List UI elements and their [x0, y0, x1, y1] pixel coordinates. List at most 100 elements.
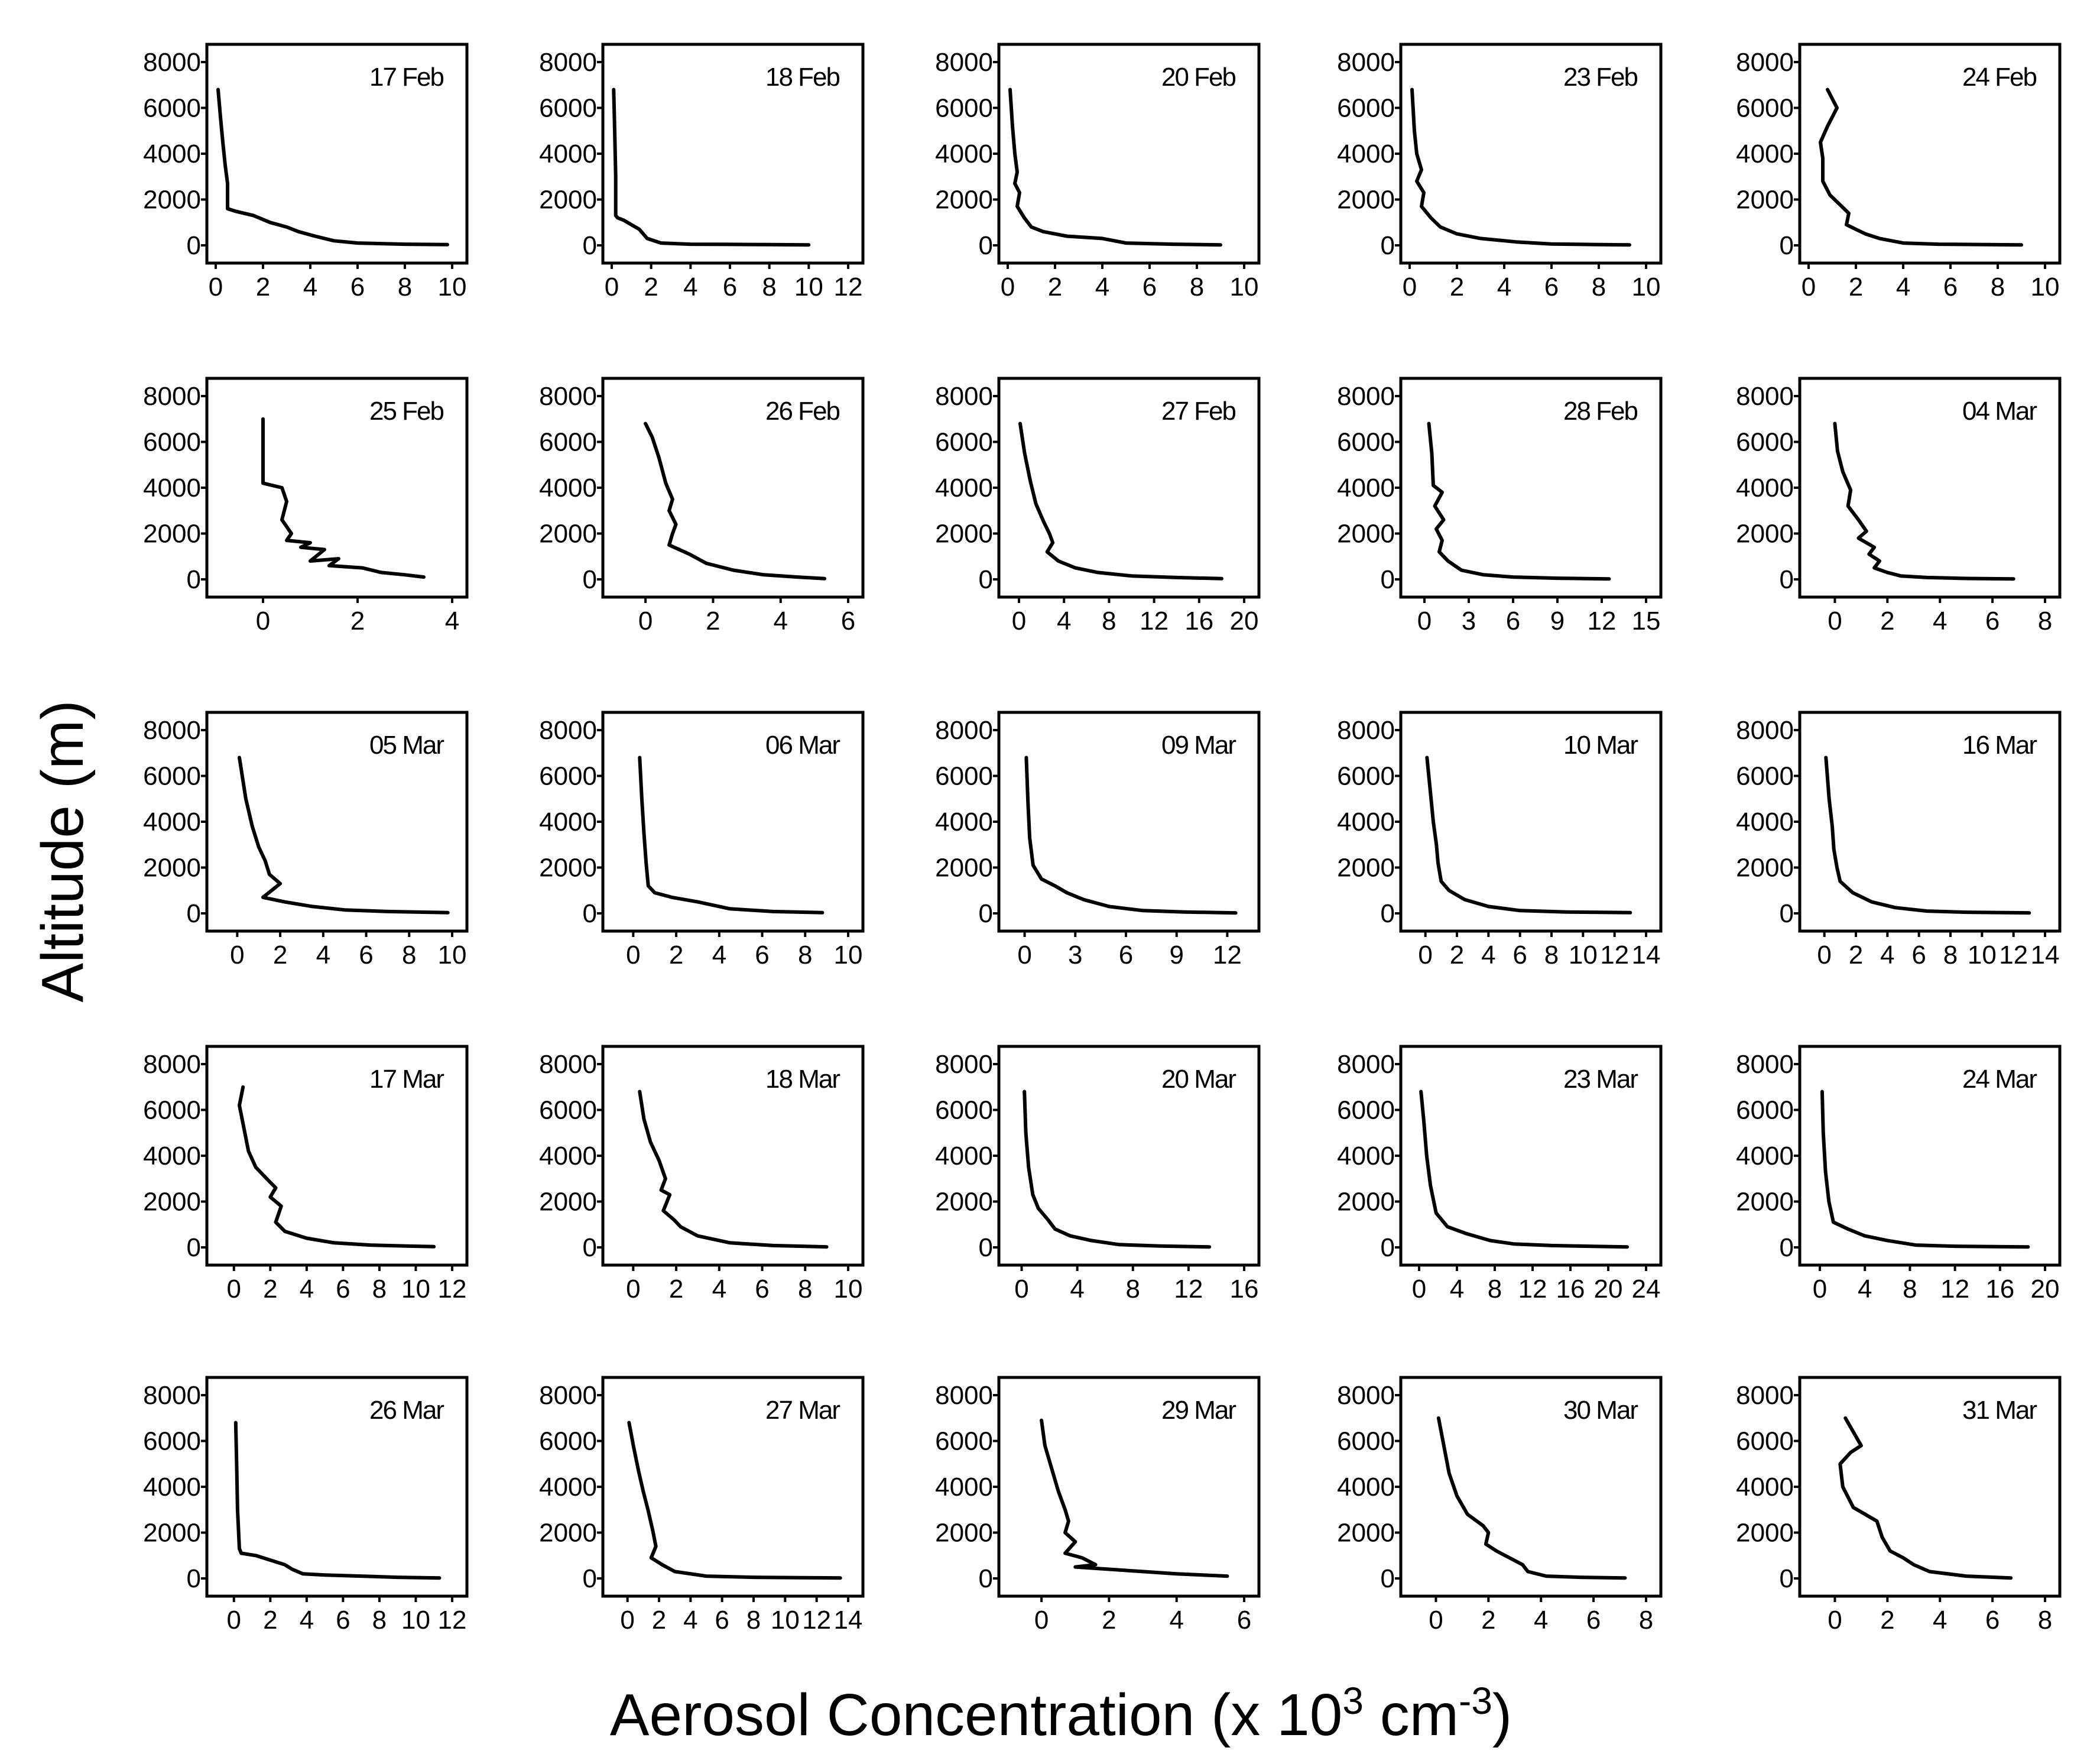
- x-tick-label: 10: [401, 1606, 430, 1635]
- panel-title: 31 Mar: [1962, 1396, 2037, 1425]
- x-tick-label: 4: [1933, 1606, 1947, 1635]
- x-tick-label: 0: [1813, 1275, 1827, 1304]
- x-tick-label: 2: [1481, 1606, 1495, 1635]
- x-tick-label: 20: [2031, 1275, 2060, 1304]
- y-tick-label: 2000: [935, 1188, 993, 1217]
- y-tick-label: 8000: [935, 382, 993, 411]
- x-tick-label: 8: [1943, 941, 1958, 970]
- profile-line: [1819, 87, 2023, 247]
- y-tick-label: 0: [187, 565, 201, 594]
- x-tick-label: 2: [1102, 1606, 1116, 1635]
- profile-line: [1820, 1090, 2030, 1249]
- x-tick-label: 0: [1828, 1606, 1842, 1635]
- x-tick-label: 8: [762, 273, 776, 301]
- x-tick-label: 0: [230, 941, 244, 970]
- panel-title: 18 Mar: [765, 1065, 840, 1094]
- y-tick-label: 2000: [1337, 186, 1395, 215]
- profile-line: [1419, 1090, 1629, 1249]
- x-axis-title-main: Aerosol Concentration (x 10: [610, 1682, 1343, 1748]
- y-tick-label: 6000: [1337, 1427, 1395, 1456]
- profile-line: [233, 1421, 442, 1580]
- y-tick-label: 2000: [935, 1519, 993, 1548]
- x-tick-label: 20: [1230, 607, 1259, 636]
- y-tick-label: 0: [187, 899, 201, 928]
- y-tick-label: 8000: [539, 48, 597, 77]
- x-tick-label: 12: [1999, 941, 2028, 970]
- profile-line: [612, 87, 811, 247]
- x-tick-label: 8: [1102, 607, 1116, 636]
- y-tick-label: 0: [979, 1564, 993, 1593]
- panel-title: 04 Mar: [1962, 397, 2037, 426]
- x-tick-label: 16: [1556, 1275, 1585, 1304]
- x-tick-label: 8: [2038, 1606, 2052, 1635]
- y-tick-label: 8000: [1736, 382, 1794, 411]
- panel-title: 23 Mar: [1563, 1065, 1638, 1094]
- y-tick-label: 2000: [143, 520, 201, 549]
- y-tick-label: 0: [1780, 1233, 1794, 1262]
- x-tick-label: 4: [773, 607, 787, 636]
- y-tick-label: 6000: [935, 1427, 993, 1456]
- x-tick-label: 12: [802, 1606, 831, 1635]
- x-tick-label: 0: [209, 273, 223, 301]
- y-tick-label: 6000: [143, 1096, 201, 1125]
- y-tick-label: 0: [979, 565, 993, 594]
- y-tick-label: 2000: [935, 186, 993, 215]
- y-tick-label: 4000: [1337, 808, 1395, 837]
- profile-line: [1436, 1416, 1627, 1580]
- x-tick-label: 2: [669, 941, 683, 970]
- x-tick-label: 2: [256, 273, 270, 301]
- y-tick-label: 4000: [539, 1142, 597, 1171]
- y-tick-label: 0: [1381, 231, 1395, 260]
- x-tick-label: 4: [316, 941, 330, 970]
- profile-line: [1040, 1418, 1229, 1578]
- y-tick-label: 8000: [539, 716, 597, 745]
- profile-line: [1410, 87, 1631, 247]
- x-tick-label: 6: [1943, 273, 1958, 301]
- x-tick-label: 0: [256, 607, 270, 636]
- x-tick-label: 0: [1412, 1275, 1426, 1304]
- y-tick-label: 8000: [1736, 48, 1794, 77]
- y-tick-label: 4000: [1337, 140, 1395, 168]
- y-tick-label: 2000: [1337, 1188, 1395, 1217]
- x-tick-label: 4: [1481, 941, 1495, 970]
- x-tick-label: 6: [1506, 607, 1520, 636]
- x-tick-label: 6: [1237, 1606, 1251, 1635]
- x-tick-label: 4: [712, 1275, 726, 1304]
- x-tick-label: 0: [1418, 941, 1432, 970]
- x-tick-label: 0: [1802, 273, 1816, 301]
- x-tick-label: 4: [1534, 1606, 1548, 1635]
- x-tick-label: 6: [359, 941, 373, 970]
- y-tick-label: 6000: [143, 762, 201, 791]
- y-tick-label: 2000: [1736, 1519, 1794, 1548]
- y-tick-label: 6000: [935, 762, 993, 791]
- profile-line: [261, 417, 426, 579]
- x-tick-label: 8: [1488, 1275, 1502, 1304]
- x-tick-label: 8: [1639, 1606, 1653, 1635]
- x-tick-label: 4: [1057, 607, 1071, 636]
- x-tick-label: 0: [620, 1606, 634, 1635]
- x-tick-label: 12: [1588, 607, 1617, 636]
- y-tick-label: 4000: [539, 140, 597, 168]
- profile-line: [1824, 756, 2031, 915]
- x-axis-title: Aerosol Concentration (x 103 cm-3): [610, 1680, 1512, 1748]
- y-tick-label: 0: [187, 1564, 201, 1593]
- y-tick-label: 4000: [1736, 1473, 1794, 1502]
- x-tick-label: 12: [834, 273, 863, 301]
- x-tick-label: 0: [1417, 607, 1432, 636]
- x-tick-label: 2: [1048, 273, 1062, 301]
- x-tick-label: 10: [438, 273, 467, 301]
- y-tick-label: 6000: [935, 428, 993, 457]
- y-tick-label: 0: [1381, 565, 1395, 594]
- x-tick-label: 8: [1903, 1275, 1917, 1304]
- y-tick-label: 8000: [1736, 1381, 1794, 1410]
- x-tick-label: 8: [1190, 273, 1204, 301]
- x-tick-label: 10: [834, 941, 863, 970]
- y-tick-label: 0: [187, 1233, 201, 1262]
- x-tick-label: 16: [1184, 607, 1213, 636]
- y-tick-label: 2000: [1736, 1188, 1794, 1217]
- x-tick-label: 4: [683, 1606, 697, 1635]
